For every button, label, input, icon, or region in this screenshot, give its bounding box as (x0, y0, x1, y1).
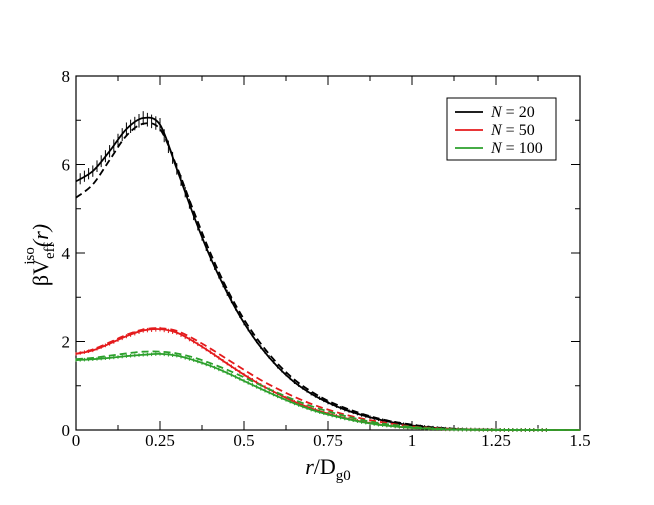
series-line-5 (75, 350, 581, 431)
x-tick-label: 0.75 (313, 431, 343, 450)
y-tick-label: 4 (62, 244, 71, 263)
x-axis-label-sep: / (314, 454, 321, 479)
y-axis-label-prefix: β (28, 275, 53, 286)
x-axis-label-base: D (320, 454, 336, 479)
legend-value: = 20 (502, 104, 535, 121)
legend-box (446, 97, 557, 161)
legend-entry: N = 20 (490, 104, 535, 121)
legend-var: N (490, 122, 503, 139)
y-axis-label-base: V (28, 259, 53, 275)
y-tick-label: 6 (62, 156, 71, 175)
series-line-3 (75, 327, 581, 431)
x-tick-label: 1.25 (481, 431, 511, 450)
x-tick-label: 0.5 (233, 431, 254, 450)
x-axis-label-var: r (305, 454, 314, 479)
series-line-1 (75, 122, 581, 431)
svg-text:βVeffiso(r): βVeffiso(r) (22, 224, 58, 286)
legend-value: = 100 (502, 140, 543, 157)
x-tick-label: 1.5 (569, 431, 590, 450)
y-tick-label: 2 (62, 333, 71, 352)
legend-var: N (490, 140, 503, 157)
series-group (75, 111, 581, 432)
y-tick-label: 0 (62, 421, 71, 440)
legend-entry: N = 50 (490, 122, 535, 139)
legend-entry: N = 100 (490, 140, 543, 157)
y-tick-label: 8 (62, 67, 71, 86)
x-axis-label-sub: g0 (336, 468, 351, 484)
y-axis-label-arg: (r) (28, 224, 53, 247)
legend: N = 20N = 50N = 100 (446, 97, 557, 161)
y-axis-label-sup: iso (22, 247, 38, 265)
y-axis-label: βVeffiso(r) (22, 224, 58, 286)
axis-ticks: 0 0.25 0.5 0.75 1 1.25 1.5 0 2 4 6 8 (62, 67, 591, 450)
x-tick-label: 0 (72, 431, 81, 450)
legend-var: N (490, 104, 503, 121)
x-tick-label: 1 (408, 431, 417, 450)
y-axis-label-sub: eff (42, 243, 58, 259)
legend-value: = 50 (502, 122, 535, 139)
x-axis-label: r/Dg0 (305, 454, 351, 484)
x-tick-label: 0.25 (145, 431, 175, 450)
